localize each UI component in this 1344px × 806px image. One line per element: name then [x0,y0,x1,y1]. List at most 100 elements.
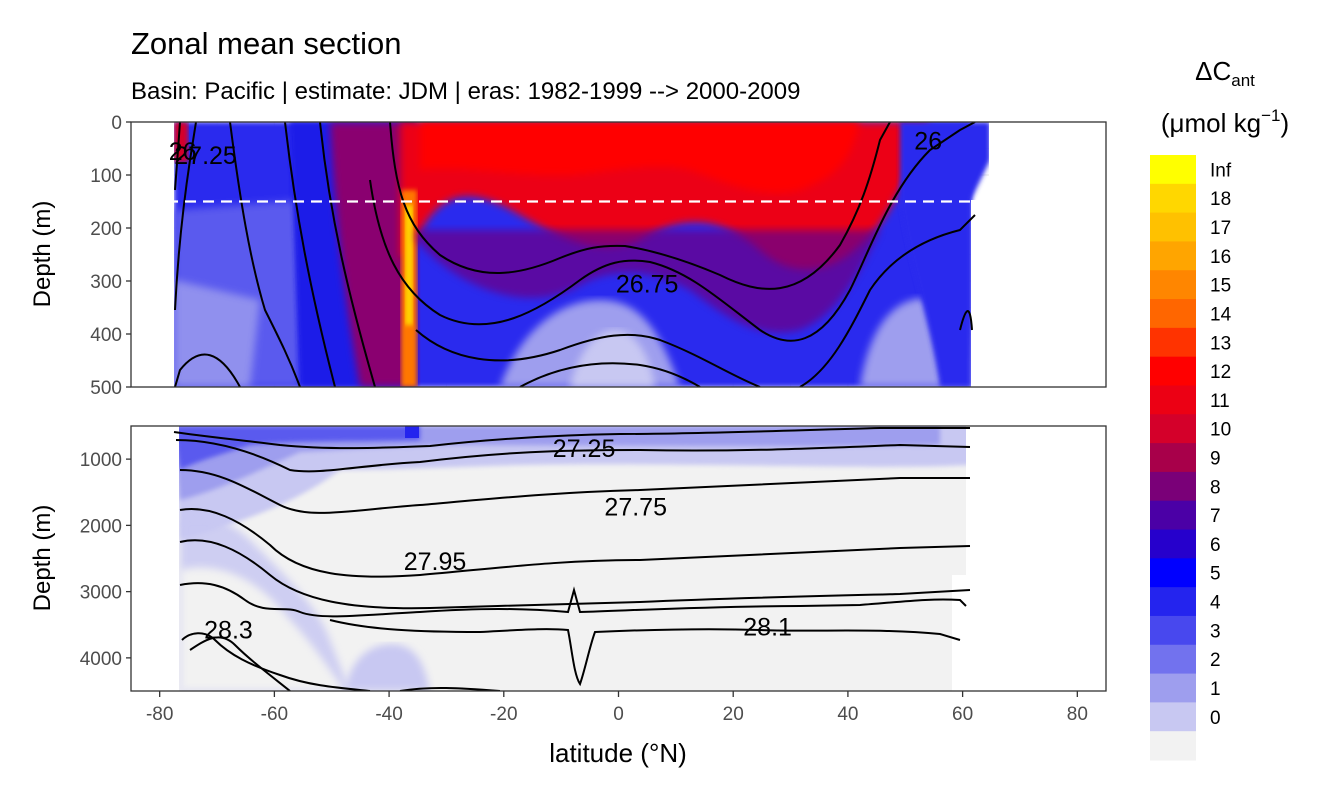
legend-swatch [1150,183,1196,214]
legend-title-main: ΔC [1195,56,1231,86]
x-tick-label: 20 [723,704,744,725]
y-tick-label: 0 [111,113,122,134]
y-tick-label: 2000 [80,516,122,537]
legend-swatch [1150,558,1196,588]
legend-swatch [1150,414,1196,444]
chart-title: Zonal mean section [131,26,402,61]
legend-swatch [1150,356,1196,387]
colorbar-legend: ΔCant (μmol kg−1) Inf1817161514131211109… [1150,56,1289,761]
lower-isopycnal-line [399,686,501,691]
x-tick-label: 0 [613,704,624,725]
upper-isopycnal-line [799,214,976,387]
legend-swatch [1150,299,1196,329]
x-tick-label: -20 [490,704,517,725]
isopycnal-label: 28.1 [743,614,792,642]
legend-label: 7 [1210,506,1221,527]
upper-isopycnal-line [319,122,376,387]
legend-label: 16 [1210,247,1231,268]
x-tick-label: -60 [261,704,288,725]
legend-label: 0 [1210,708,1221,729]
lower-field-deep-patch [345,644,430,691]
legend-title-sub: ant [1231,71,1255,90]
lower-isopycnal-labels: 27.25 27.75 27.95 28.3 28.1 [204,435,792,645]
legend-swatch [1150,212,1196,243]
x-tick-label: 40 [837,704,858,725]
legend-swatches [1150,155,1196,761]
x-tick-label: -80 [146,704,173,725]
legend-swatch [1150,443,1196,473]
legend-label: 1 [1210,679,1221,700]
upper-isopycnal-line [415,329,761,387]
upper-anomaly-field [131,122,1106,387]
x-axis-label: latitude (°N) [549,738,687,768]
legend-label: 8 [1210,477,1221,498]
legend-label: 6 [1210,535,1221,556]
isopycnal-label: 26.75 [616,271,679,299]
legend-label: 15 [1210,276,1231,297]
x-axis: -80 -60 -40 -20 0 20 40 60 80 [146,691,1088,725]
legend-label: 14 [1210,304,1232,325]
legend-label: 5 [1210,564,1221,585]
legend-swatch [1150,587,1196,617]
x-tick-label: 80 [1067,704,1088,725]
lower-field-front-strip [405,426,419,438]
y-tick-label: 1000 [80,450,122,471]
upper-isopycnal-line [389,122,891,290]
legend-swatch [1150,471,1196,502]
lower-isopycnal-line [179,508,971,578]
lower-field-blank-north-deep [952,575,972,691]
upper-field-bright-red [420,122,860,193]
upper-isopycnal-line [519,362,701,387]
upper-field-blank-north-deep [971,200,991,387]
y-tick-label: 300 [90,272,122,293]
lower-isopycnal-line [173,427,970,450]
y-tick-label: 3000 [80,583,122,604]
upper-field-front-core [405,205,413,325]
legend-unit-sup: −1 [1261,106,1280,125]
lower-field-top-mid [174,426,940,500]
upper-field-blank-north [989,122,1106,387]
isopycnal-label: 27.25 [553,435,616,463]
legend-swatch [1150,155,1196,185]
upper-isopycnal-line [174,122,197,311]
legend-swatch [1150,731,1196,761]
y-tick-label: 400 [90,325,122,346]
lower-isopycnal-line [181,632,371,691]
upper-isopycnals [174,122,976,387]
legend-label: 17 [1210,218,1231,239]
upper-y-axis: 0 100 200 300 400 500 [90,113,131,399]
upper-field-equatorial-palest [570,330,655,387]
legend-title: ΔCant [1195,56,1255,90]
legend-label: 11 [1210,391,1230,412]
upper-field-northern-blue [900,122,990,387]
legend-label: 13 [1210,333,1231,354]
isopycnal-label: 26 [914,128,942,156]
lower-isopycnal-line [179,469,970,514]
legend-swatch [1150,270,1196,300]
upper-field-southern-purple [330,122,416,387]
legend-unit-main: (μmol kg [1161,108,1261,138]
lower-panel: 27.25 27.75 27.95 28.3 28.1 1000 2000 3000 4000… [29,425,1107,692]
isopycnal-label: 28.3 [204,617,253,645]
y-tick-label: 100 [90,166,122,187]
chart-subtitle: Basin: Pacific | estimate: JDM | eras: 1… [131,78,800,105]
legend-label: Inf [1210,160,1232,181]
lower-isopycnal-line [179,582,967,618]
lower-field-blank-north [966,426,1106,691]
legend-label: 12 [1210,362,1231,383]
y-tick-label: 4000 [80,649,122,670]
upper-y-axis-label: Depth (m) [29,201,56,308]
lower-isopycnals [173,427,971,691]
x-tick-label: -40 [375,704,402,725]
legend-label: 18 [1210,189,1231,210]
legend-swatch [1150,327,1196,358]
lower-anomaly-field [131,426,1106,691]
upper-isopycnal-line [284,122,336,387]
x-tick-label: 60 [952,704,973,725]
legend-swatch [1150,615,1196,646]
legend-swatch [1150,385,1196,415]
legend-swatch [1150,673,1196,703]
upper-field-south-light [174,280,260,387]
legend-unit: (μmol kg−1) [1161,106,1289,138]
